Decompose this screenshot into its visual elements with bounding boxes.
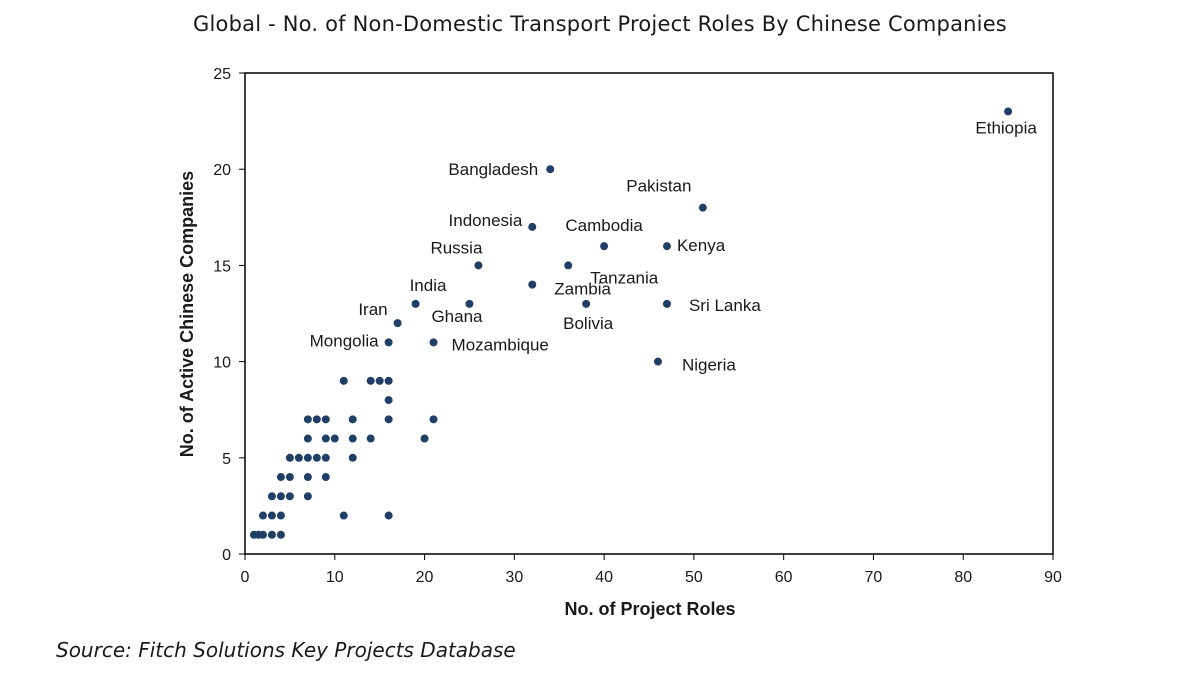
point-label: Ghana: [431, 307, 483, 326]
data-point: [258, 511, 267, 520]
data-point: [303, 492, 312, 501]
data-point: [294, 453, 303, 462]
data-point: [303, 453, 312, 462]
data-point: [321, 473, 330, 482]
data-point-kenya: [662, 242, 671, 251]
data-point: [384, 376, 393, 385]
data-point: [276, 492, 285, 501]
data-point-indonesia: [528, 222, 537, 231]
data-point-sri-lanka: [662, 299, 671, 308]
data-point: [348, 453, 357, 462]
data-point: [384, 511, 393, 520]
data-point-bangladesh: [546, 165, 555, 174]
data-point: [258, 530, 267, 539]
data-point-mozambique: [429, 338, 438, 347]
data-point-ghana: [465, 299, 474, 308]
point-label: Bangladesh: [448, 160, 538, 179]
point-label: India: [410, 276, 447, 295]
data-point: [348, 415, 357, 424]
x-axis-title: No. of Project Roles: [564, 599, 735, 619]
data-point: [375, 376, 384, 385]
point-label: Ethiopia: [975, 118, 1037, 137]
data-point: [303, 415, 312, 424]
point-label: Mongolia: [310, 331, 380, 350]
data-point: [285, 492, 294, 501]
data-point: [366, 376, 375, 385]
data-point-nigeria: [653, 357, 662, 366]
data-point: [321, 415, 330, 424]
point-label: Sri Lanka: [689, 296, 761, 315]
y-tick-label: 10: [213, 355, 231, 372]
x-tick-label: 70: [865, 569, 883, 586]
data-point: [285, 453, 294, 462]
data-point: [267, 530, 276, 539]
point-label: Kenya: [677, 236, 726, 255]
point-label: Indonesia: [449, 211, 523, 230]
x-tick-label: 0: [241, 569, 250, 586]
data-point: [321, 434, 330, 443]
data-point-iran: [393, 319, 402, 328]
data-point: [276, 511, 285, 520]
x-tick-label: 60: [775, 569, 793, 586]
data-point-bolivia: [582, 299, 591, 308]
data-point-ethiopia: [1004, 107, 1013, 116]
x-tick-label: 50: [685, 569, 703, 586]
data-point-cambodia: [600, 242, 609, 251]
point-label: Russia: [430, 238, 483, 257]
source-note: Source: Fitch Solutions Key Projects Dat…: [56, 638, 516, 662]
data-point-india: [411, 299, 420, 308]
point-label: Cambodia: [565, 216, 643, 235]
point-label: Nigeria: [682, 356, 736, 375]
data-point-zambia: [528, 280, 537, 289]
y-axis-title: No. of Active Chinese Companies: [177, 171, 197, 457]
data-point: [366, 434, 375, 443]
point-label: Bolivia: [563, 314, 614, 333]
x-tick-label: 20: [416, 569, 434, 586]
x-tick-label: 10: [326, 569, 344, 586]
data-point: [384, 415, 393, 424]
data-point: [384, 396, 393, 405]
y-tick-label: 20: [213, 162, 231, 179]
x-tick-label: 40: [595, 569, 613, 586]
data-point: [267, 511, 276, 520]
data-point: [339, 376, 348, 385]
data-point-russia: [474, 261, 483, 270]
data-point: [285, 473, 294, 482]
chart-title: Global - No. of Non-Domestic Transport P…: [193, 12, 1007, 36]
plot-area-frame: [244, 72, 1054, 555]
point-label: Pakistan: [626, 177, 691, 196]
data-point: [303, 434, 312, 443]
data-point: [267, 492, 276, 501]
data-point: [339, 511, 348, 520]
y-tick-label: 15: [213, 258, 231, 275]
x-tick-label: 80: [954, 569, 972, 586]
point-label: Mozambique: [452, 335, 549, 354]
data-point: [276, 473, 285, 482]
point-label: Zambia: [554, 280, 611, 299]
x-tick-label: 90: [1044, 569, 1062, 586]
data-point: [321, 453, 330, 462]
data-point: [420, 434, 429, 443]
data-point: [429, 415, 438, 424]
data-point-mongolia: [384, 338, 393, 347]
point-label: Tanzania: [590, 268, 659, 287]
y-tick-label: 25: [213, 66, 231, 83]
data-point: [312, 415, 321, 424]
data-point: [348, 434, 357, 443]
y-tick-label: 5: [222, 451, 231, 468]
data-point: [303, 473, 312, 482]
data-point-pakistan: [698, 203, 707, 212]
x-tick-label: 30: [505, 569, 523, 586]
data-point: [312, 453, 321, 462]
data-point: [330, 434, 339, 443]
data-point: [276, 530, 285, 539]
data-point-tanzania: [564, 261, 573, 270]
point-label: Iran: [358, 300, 387, 319]
y-tick-label: 0: [222, 547, 231, 564]
